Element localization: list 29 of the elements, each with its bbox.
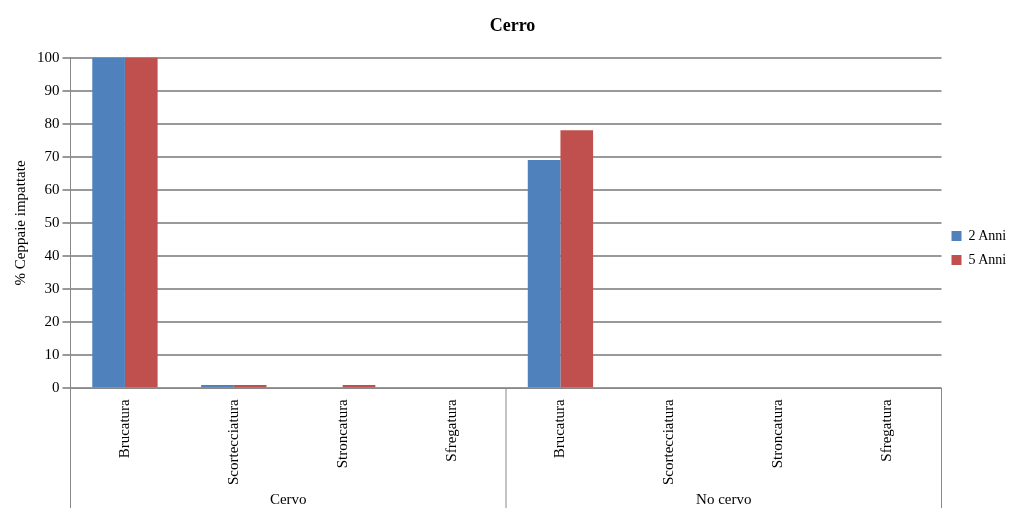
legend-label: 5 Anni [968,251,1007,267]
bar [527,160,561,388]
y-tick-label: 90 [44,81,60,98]
y-tick-label: 30 [44,279,60,296]
y-tick-label: 80 [44,114,60,131]
x-tick-label: Brucatura [115,398,132,459]
x-tick-label: Brucatura [551,398,568,459]
text: Cervo [269,491,307,508]
legend-label: 2 Anni [968,227,1007,243]
y-axis-title: % Ceppaie impattate [11,160,28,286]
x-tick-label: Scortecciatura [660,398,677,485]
y-tick-label: 60 [44,180,60,197]
bar [124,57,158,388]
x-tick-label: Stroncatura [333,398,350,469]
bar [560,130,594,388]
text: No cervo [696,491,752,508]
y-tick-label: 70 [44,147,60,164]
x-tick-label: Stroncatura [769,398,786,469]
bar [92,57,125,388]
y-tick-label: 50 [44,213,60,230]
y-tick-label: 0 [52,379,60,396]
chart-title: Cerro [489,15,536,36]
x-tick-label: Sfregatura [442,398,459,462]
x-tick-label: Sfregatura [878,398,894,462]
y-tick-label: 20 [44,313,60,330]
x-tick-label: Scortecciatura [224,398,241,485]
y-tick-label: 100 [37,48,60,65]
y-tick-label: 40 [44,246,60,263]
y-tick-label: 10 [44,346,60,363]
